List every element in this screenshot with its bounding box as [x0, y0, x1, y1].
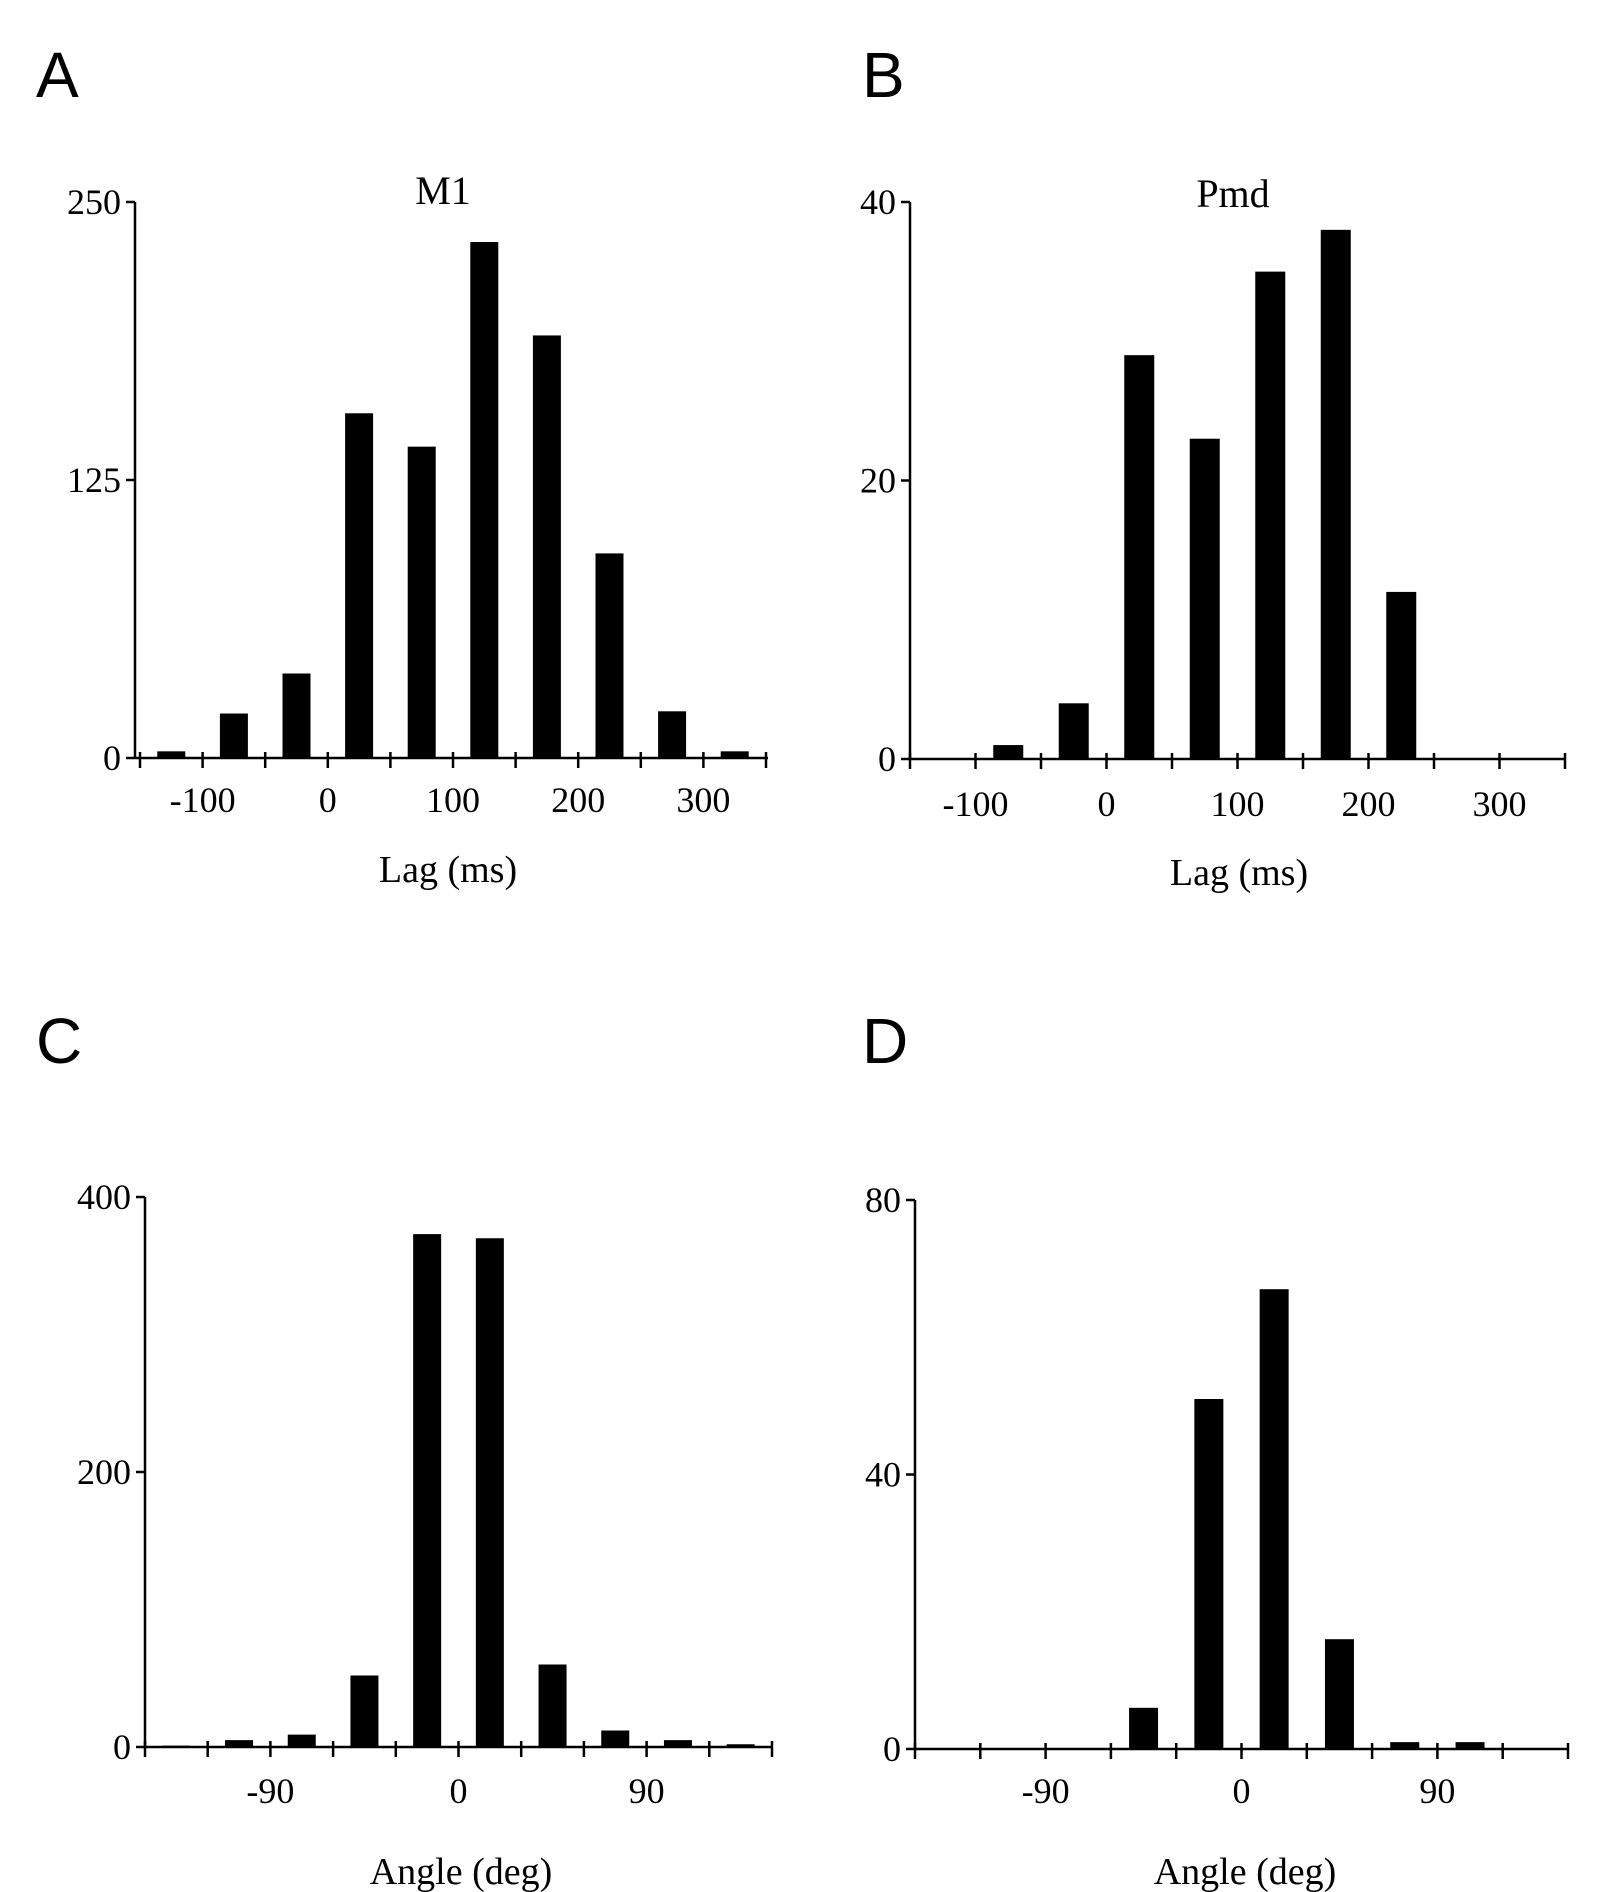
bar-c-1 — [225, 1740, 254, 1747]
x-tick-label-b: 300 — [1473, 784, 1527, 824]
bar-a-2 — [282, 673, 311, 758]
bar-a-8 — [658, 711, 687, 758]
bar-a-0 — [157, 751, 186, 758]
bar-d-4 — [1194, 1399, 1224, 1749]
x-axis-label-c: Angle (deg) — [370, 1851, 553, 1892]
x-tick-label-c: 0 — [450, 1771, 468, 1811]
y-tick-label-d: 0 — [883, 1729, 901, 1769]
bar-b-3 — [1124, 355, 1155, 759]
bar-b-5 — [1255, 271, 1286, 759]
bar-a-3 — [345, 413, 374, 758]
panel-c: C Angle (deg) 0 200 400 -90 0 90 — [36, 1005, 774, 1892]
bar-d-6 — [1324, 1639, 1354, 1749]
y-tick-label-a: 0 — [103, 738, 121, 778]
bar-b-2 — [1058, 703, 1089, 759]
bar-c-3 — [350, 1675, 379, 1747]
y-tick-label-a: 125 — [67, 460, 121, 500]
panel-letter-d: D — [862, 1005, 908, 1077]
bar-c-0 — [162, 1745, 191, 1747]
bar-c-7 — [601, 1730, 630, 1747]
panel-b: B Pmd Lag (ms) 0 20 40 -100 0 100 200 300 — [860, 39, 1567, 894]
x-tick-label-a: 0 — [319, 780, 337, 820]
x-tick-label-a: 200 — [551, 780, 605, 820]
x-axis-label-b: Lag (ms) — [1170, 852, 1308, 894]
bar-a-9 — [720, 751, 749, 758]
y-tick-label-a: 250 — [67, 182, 121, 222]
x-axis-label-a: Lag (ms) — [379, 849, 517, 891]
y-tick-label-b: 0 — [878, 739, 896, 779]
bar-a-6 — [532, 335, 561, 758]
bar-b-1 — [993, 745, 1024, 759]
x-tick-label-c: 90 — [629, 1771, 665, 1811]
bar-c-6 — [538, 1664, 567, 1747]
bar-d-3 — [1129, 1707, 1159, 1749]
bar-c-9 — [726, 1744, 755, 1747]
panel-letter-b: B — [862, 39, 905, 111]
x-tick-label-b: 100 — [1211, 784, 1265, 824]
plot-area-a: 0 125 250 -100 0 100 200 300 — [67, 182, 768, 820]
x-axis-label-d: Angle (deg) — [1154, 1851, 1337, 1892]
y-tick-label-c: 0 — [113, 1727, 131, 1767]
bar-d-7 — [1390, 1742, 1420, 1749]
chart-title-b: Pmd — [1196, 171, 1269, 216]
panel-letter-c: C — [36, 1005, 82, 1077]
bar-c-5 — [475, 1238, 504, 1747]
y-tick-label-b: 40 — [860, 182, 896, 222]
panel-d: D Angle (deg) 0 40 80 -90 0 90 — [862, 1005, 1570, 1892]
x-tick-label-d: 90 — [1419, 1771, 1455, 1811]
x-tick-label-d: 0 — [1233, 1771, 1251, 1811]
bar-a-1 — [219, 713, 248, 758]
x-tick-label-b: -100 — [943, 784, 1009, 824]
x-tick-label-c: -90 — [246, 1771, 294, 1811]
bar-b-4 — [1189, 438, 1220, 759]
y-tick-label-c: 400 — [77, 1177, 131, 1217]
plot-area-d: 0 40 80 -90 0 90 — [865, 1180, 1570, 1811]
panel-letter-a: A — [36, 39, 79, 111]
bar-a-7 — [595, 553, 624, 758]
panel-a: A M1 Lag (ms) 0 125 250 -100 0 100 200 300 — [36, 39, 768, 891]
x-tick-label-d: -90 — [1022, 1771, 1070, 1811]
bar-d-5 — [1259, 1289, 1289, 1749]
chart-title-a: M1 — [415, 168, 471, 213]
bar-c-8 — [663, 1740, 692, 1747]
bar-c-4 — [413, 1234, 442, 1747]
x-tick-label-a: 100 — [426, 780, 480, 820]
plot-area-c: 0 200 400 -90 0 90 — [77, 1177, 774, 1811]
plot-area-b: 0 20 40 -100 0 100 200 300 — [860, 182, 1567, 824]
y-tick-label-b: 20 — [860, 461, 896, 501]
bar-d-8 — [1455, 1742, 1485, 1749]
bar-b-7 — [1386, 591, 1417, 759]
x-tick-label-b: 0 — [1098, 784, 1116, 824]
bar-b-6 — [1320, 229, 1351, 760]
y-tick-label-d: 80 — [865, 1180, 901, 1220]
x-tick-label-b: 200 — [1342, 784, 1396, 824]
bar-c-2 — [287, 1734, 316, 1747]
x-tick-label-a: -100 — [170, 780, 236, 820]
bar-a-4 — [407, 446, 436, 758]
y-tick-label-d: 40 — [865, 1455, 901, 1495]
bar-a-5 — [470, 242, 499, 759]
x-tick-label-a: 300 — [676, 780, 730, 820]
y-tick-label-c: 200 — [77, 1452, 131, 1492]
